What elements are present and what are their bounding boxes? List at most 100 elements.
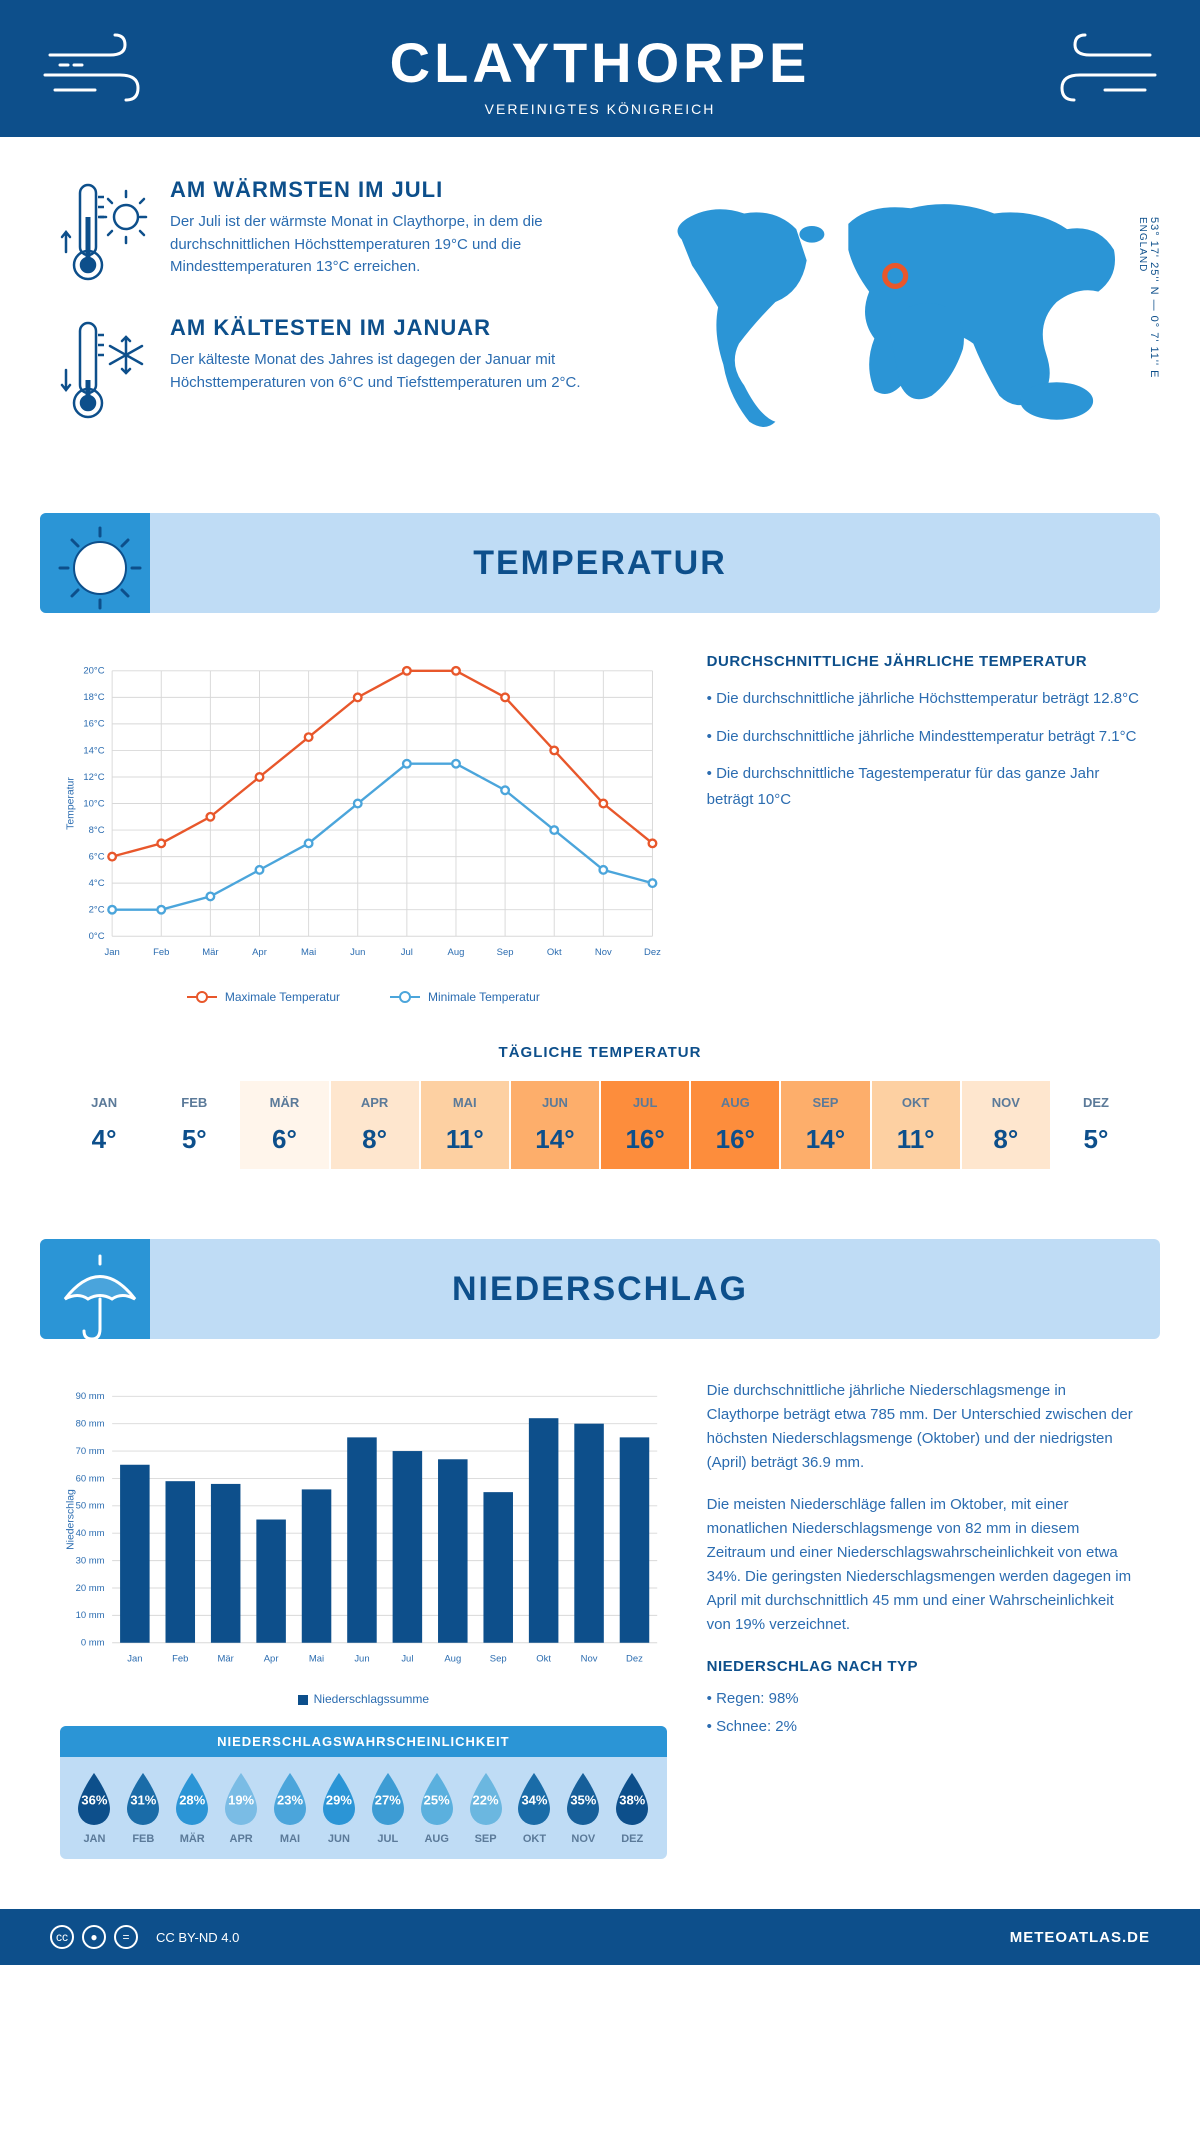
daily-temperature: TÄGLICHE TEMPERATUR JAN4°FEB5°MÄR6°APR8°…	[0, 1024, 1200, 1219]
svg-text:50 mm: 50 mm	[76, 1501, 105, 1512]
svg-text:Okt: Okt	[536, 1654, 551, 1665]
coldest-fact: AM KÄLTESTEN IM JANUAR Der kälteste Mona…	[60, 315, 610, 425]
intro-section: AM WÄRMSTEN IM JULI Der Juli ist der wär…	[0, 137, 1200, 493]
coldest-text: Der kälteste Monat des Jahres ist dagege…	[170, 349, 610, 394]
svg-text:18°C: 18°C	[83, 692, 104, 703]
svg-text:Aug: Aug	[444, 1654, 461, 1665]
info-bullet: • Die durchschnittliche jährliche Mindes…	[707, 724, 1140, 750]
precipitation-probability: NIEDERSCHLAGSWAHRSCHEINLICHKEIT 36% JAN …	[60, 1726, 667, 1859]
coldest-title: AM KÄLTESTEN IM JANUAR	[170, 315, 610, 341]
by-icon: ●	[82, 1925, 106, 1949]
svg-text:2°C: 2°C	[89, 905, 105, 916]
svg-text:Nov: Nov	[595, 947, 612, 958]
daily-temp-cell: MAI11°	[421, 1081, 511, 1169]
warmest-text: Der Juli ist der wärmste Monat in Clayth…	[170, 211, 610, 279]
type-item: • Regen: 98%	[707, 1687, 1140, 1711]
probability-drop: 19% APR	[217, 1771, 266, 1845]
svg-text:Mai: Mai	[301, 947, 316, 958]
precipitation-text: Die durchschnittliche jährliche Niedersc…	[707, 1379, 1140, 1859]
thermometer-cold-icon	[60, 315, 150, 425]
wind-icon	[40, 30, 160, 110]
daily-temp-cell: JUL16°	[601, 1081, 691, 1169]
world-map	[640, 177, 1140, 448]
site-name: METEOATLAS.DE	[1010, 1929, 1150, 1946]
svg-text:4°C: 4°C	[89, 878, 105, 889]
info-bullet: • Die durchschnittliche Tagestemperatur …	[707, 761, 1140, 812]
legend-min: .legend-item:nth-child(2) .legend-line::…	[390, 990, 540, 1004]
svg-text:0°C: 0°C	[89, 931, 105, 942]
sun-icon	[50, 518, 150, 618]
precipitation-header: NIEDERSCHLAG	[40, 1239, 1160, 1339]
coordinates: 53° 17' 25'' N — 0° 7' 11'' E ENGLAND	[1136, 217, 1160, 379]
svg-text:Jan: Jan	[104, 947, 119, 958]
svg-text:10°C: 10°C	[83, 798, 104, 809]
probability-drop: 38% DEZ	[608, 1771, 657, 1845]
probability-drop: 23% MAI	[266, 1771, 315, 1845]
svg-text:Aug: Aug	[448, 947, 465, 958]
temperature-line-chart: 0°C2°C4°C6°C8°C10°C12°C14°C16°C18°C20°CJ…	[60, 653, 667, 1004]
probability-drop: 22% SEP	[461, 1771, 510, 1845]
probability-drop: 35% NOV	[559, 1771, 608, 1845]
probability-drop: 25% AUG	[412, 1771, 461, 1845]
daily-temp-cell: DEZ5°	[1052, 1081, 1140, 1169]
svg-text:Jun: Jun	[350, 947, 365, 958]
svg-text:16°C: 16°C	[83, 719, 104, 730]
svg-text:Mär: Mär	[202, 947, 218, 958]
svg-text:Jul: Jul	[401, 1654, 413, 1665]
warmest-title: AM WÄRMSTEN IM JULI	[170, 177, 610, 203]
svg-text:Sep: Sep	[490, 1654, 507, 1665]
svg-text:Apr: Apr	[264, 1654, 279, 1665]
svg-text:12°C: 12°C	[83, 772, 104, 783]
section-title: NIEDERSCHLAG	[452, 1270, 748, 1309]
location-title: CLAYTHORPE	[0, 30, 1200, 95]
svg-text:14°C: 14°C	[83, 745, 104, 756]
svg-text:Niederschlag: Niederschlag	[65, 1489, 76, 1550]
temperature-header: TEMPERATUR	[40, 513, 1160, 613]
precipitation-bar-chart: 0 mm10 mm20 mm30 mm40 mm50 mm60 mm70 mm8…	[60, 1379, 667, 1706]
warmest-fact: AM WÄRMSTEN IM JULI Der Juli ist der wär…	[60, 177, 610, 287]
daily-temp-cell: JAN4°	[60, 1081, 150, 1169]
svg-text:60 mm: 60 mm	[76, 1473, 105, 1484]
location-subtitle: VEREINIGTES KÖNIGREICH	[0, 101, 1200, 117]
probability-drop: 36% JAN	[70, 1771, 119, 1845]
temperature-info: DURCHSCHNITTLICHE JÄHRLICHE TEMPERATUR •…	[707, 653, 1140, 1004]
daily-temp-cell: AUG16°	[691, 1081, 781, 1169]
svg-text:Feb: Feb	[172, 1654, 188, 1665]
license-text: CC BY-ND 4.0	[156, 1930, 239, 1945]
probability-drop: 34% OKT	[510, 1771, 559, 1845]
svg-text:Temperatur: Temperatur	[65, 777, 76, 830]
svg-text:Nov: Nov	[581, 1654, 598, 1665]
svg-text:Jul: Jul	[401, 947, 413, 958]
svg-text:40 mm: 40 mm	[76, 1528, 105, 1539]
svg-text:80 mm: 80 mm	[76, 1419, 105, 1430]
daily-temp-cell: JUN14°	[511, 1081, 601, 1169]
daily-temp-cell: OKT11°	[872, 1081, 962, 1169]
cc-icon: cc	[50, 1925, 74, 1949]
svg-text:Dez: Dez	[626, 1654, 643, 1665]
daily-temp-cell: SEP14°	[781, 1081, 871, 1169]
svg-text:10 mm: 10 mm	[76, 1610, 105, 1621]
thermometer-hot-icon	[60, 177, 150, 287]
info-bullet: • Die durchschnittliche jährliche Höchst…	[707, 686, 1140, 712]
daily-temp-cell: MÄR6°	[240, 1081, 330, 1169]
svg-text:Jan: Jan	[127, 1654, 142, 1665]
svg-text:Sep: Sep	[497, 947, 514, 958]
svg-text:0 mm: 0 mm	[81, 1638, 105, 1649]
svg-text:20°C: 20°C	[83, 666, 104, 677]
daily-temp-cell: NOV8°	[962, 1081, 1052, 1169]
svg-text:Feb: Feb	[153, 947, 169, 958]
page-header: CLAYTHORPE VEREINIGTES KÖNIGREICH	[0, 0, 1200, 137]
svg-text:Mai: Mai	[309, 1654, 324, 1665]
svg-text:6°C: 6°C	[89, 851, 105, 862]
umbrella-icon	[50, 1244, 150, 1344]
probability-drop: 28% MÄR	[168, 1771, 217, 1845]
nd-icon: =	[114, 1925, 138, 1949]
svg-text:Mär: Mär	[218, 1654, 234, 1665]
svg-text:30 mm: 30 mm	[76, 1555, 105, 1566]
svg-text:70 mm: 70 mm	[76, 1446, 105, 1457]
type-item: • Schnee: 2%	[707, 1715, 1140, 1739]
section-title: TEMPERATUR	[473, 544, 727, 583]
svg-text:Dez: Dez	[644, 947, 661, 958]
page-footer: cc ● = CC BY-ND 4.0 METEOATLAS.DE	[0, 1909, 1200, 1965]
daily-temp-cell: FEB5°	[150, 1081, 240, 1169]
